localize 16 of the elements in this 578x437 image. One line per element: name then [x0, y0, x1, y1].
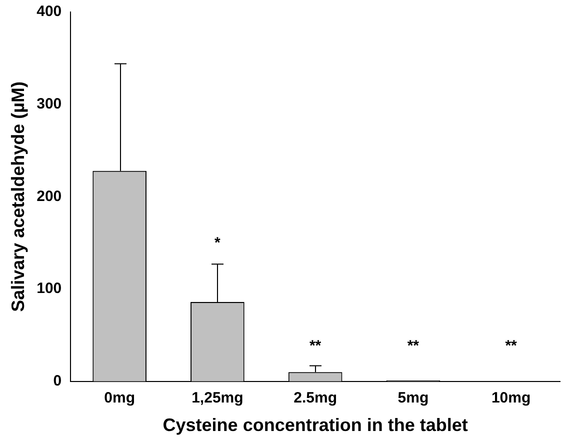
x-tick-label: 10mg	[491, 390, 531, 407]
x-tick-label: 2.5mg	[294, 390, 337, 407]
y-axis-title: Salivary acetaldehyde (µM)	[8, 81, 28, 312]
y-tick-label: 300	[36, 95, 62, 112]
x-tick-label: 1,25mg	[192, 390, 244, 407]
annotation: **	[407, 338, 420, 355]
y-tick-label: 0	[53, 372, 62, 390]
annotation: **	[505, 338, 518, 355]
x-axis-title: Cysteine concentration in the tablet	[162, 415, 468, 436]
x-tick-label: 5mg	[398, 390, 429, 407]
y-tick-label: 400	[36, 3, 62, 20]
y-tick-label: 100	[36, 280, 62, 298]
annotation: **	[309, 338, 322, 355]
y-tick-label: 200	[36, 188, 62, 205]
x-tick-label: 0mg	[104, 390, 135, 407]
annotation: *	[214, 234, 221, 252]
